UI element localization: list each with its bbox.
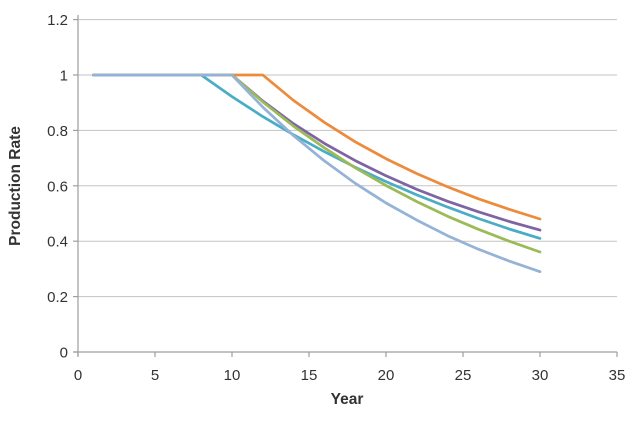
- ticks-group: [73, 19, 618, 357]
- series-line-lightblue-decline-after-year-10: [92, 73, 542, 274]
- y-tick-label: 1: [60, 68, 68, 85]
- x-tick-label: 0: [74, 367, 82, 384]
- y-tick-label: 0: [60, 345, 68, 362]
- x-tick-label: 35: [609, 367, 626, 384]
- x-tick-label: 5: [151, 367, 159, 384]
- series-line-green-decline-after-year-10: [92, 73, 542, 254]
- x-tick-label: 20: [378, 367, 395, 384]
- x-axis-title: Year: [331, 391, 364, 408]
- x-tick-label: 25: [455, 367, 472, 384]
- series-line-purple-decline-after-year-10: [92, 73, 542, 232]
- x-tick-label: 30: [532, 367, 549, 384]
- tick-labels-group: 0 0.2 0.4 0.6 0.8 1 1.2 0 5 10 15 20 25 30 35: [47, 12, 625, 384]
- series-group: [92, 73, 542, 274]
- x-tick-label: 10: [224, 367, 241, 384]
- gridlines-group: [78, 19, 617, 298]
- y-axis-title: Production Rate: [7, 126, 24, 246]
- y-tick-label: 0.6: [47, 178, 68, 195]
- series-line-orange-decline-after-year-12: [92, 73, 542, 221]
- y-tick-label: 1.2: [47, 12, 68, 29]
- y-tick-label: 0.4: [47, 234, 68, 251]
- y-tick-label: 0.2: [47, 289, 68, 306]
- x-tick-label: 15: [301, 367, 318, 384]
- series-line-teal-decline-after-year-8: [92, 73, 542, 240]
- y-tick-label: 0.8: [47, 123, 68, 140]
